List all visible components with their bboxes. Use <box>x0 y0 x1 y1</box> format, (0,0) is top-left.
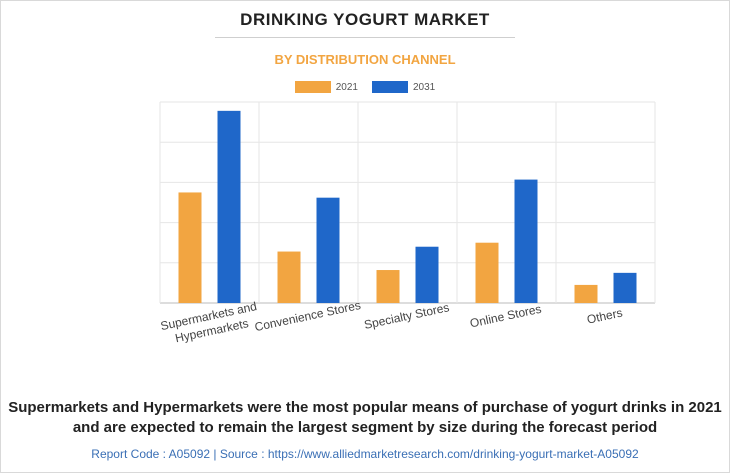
legend-swatch-2031 <box>372 81 408 93</box>
source-footer[interactable]: Report Code : A05092 | Source : https://… <box>91 447 639 461</box>
chart-subtitle: BY DISTRIBUTION CHANNEL <box>274 52 456 67</box>
bar-2021-1 <box>277 251 301 303</box>
legend-label-2031: 2031 <box>413 81 436 93</box>
bar-2021-2 <box>376 270 400 303</box>
legend-item-2031[interactable]: 2031 <box>372 81 435 93</box>
legend-item-2021[interactable]: 2021 <box>294 81 358 93</box>
bar-2021-3 <box>475 242 499 303</box>
x-tick-label: Others <box>586 305 624 326</box>
bar-2031-2 <box>415 246 439 303</box>
bar-2031-1 <box>316 197 340 303</box>
x-tick-label: Supermarkets andHypermarkets <box>159 299 261 348</box>
chart-title: DRINKING YOGURT MARKET <box>240 10 490 29</box>
bar-2021-0 <box>178 192 202 303</box>
legend-swatch-2021 <box>294 81 331 93</box>
bar-2031-3 <box>514 179 538 303</box>
legend-label-2021: 2021 <box>335 81 358 93</box>
bar-2031-4 <box>613 272 637 303</box>
title-divider <box>215 37 515 38</box>
chart-caption: Supermarkets and Hypermarkets were the m… <box>8 399 722 436</box>
bar-2031-0 <box>217 110 241 304</box>
x-tick-label: Online Stores <box>469 302 543 331</box>
chart-legend: 2021 2031 <box>0 79 730 95</box>
bar-2021-4 <box>574 284 598 303</box>
x-tick-label: Specialty Stores <box>363 300 451 332</box>
